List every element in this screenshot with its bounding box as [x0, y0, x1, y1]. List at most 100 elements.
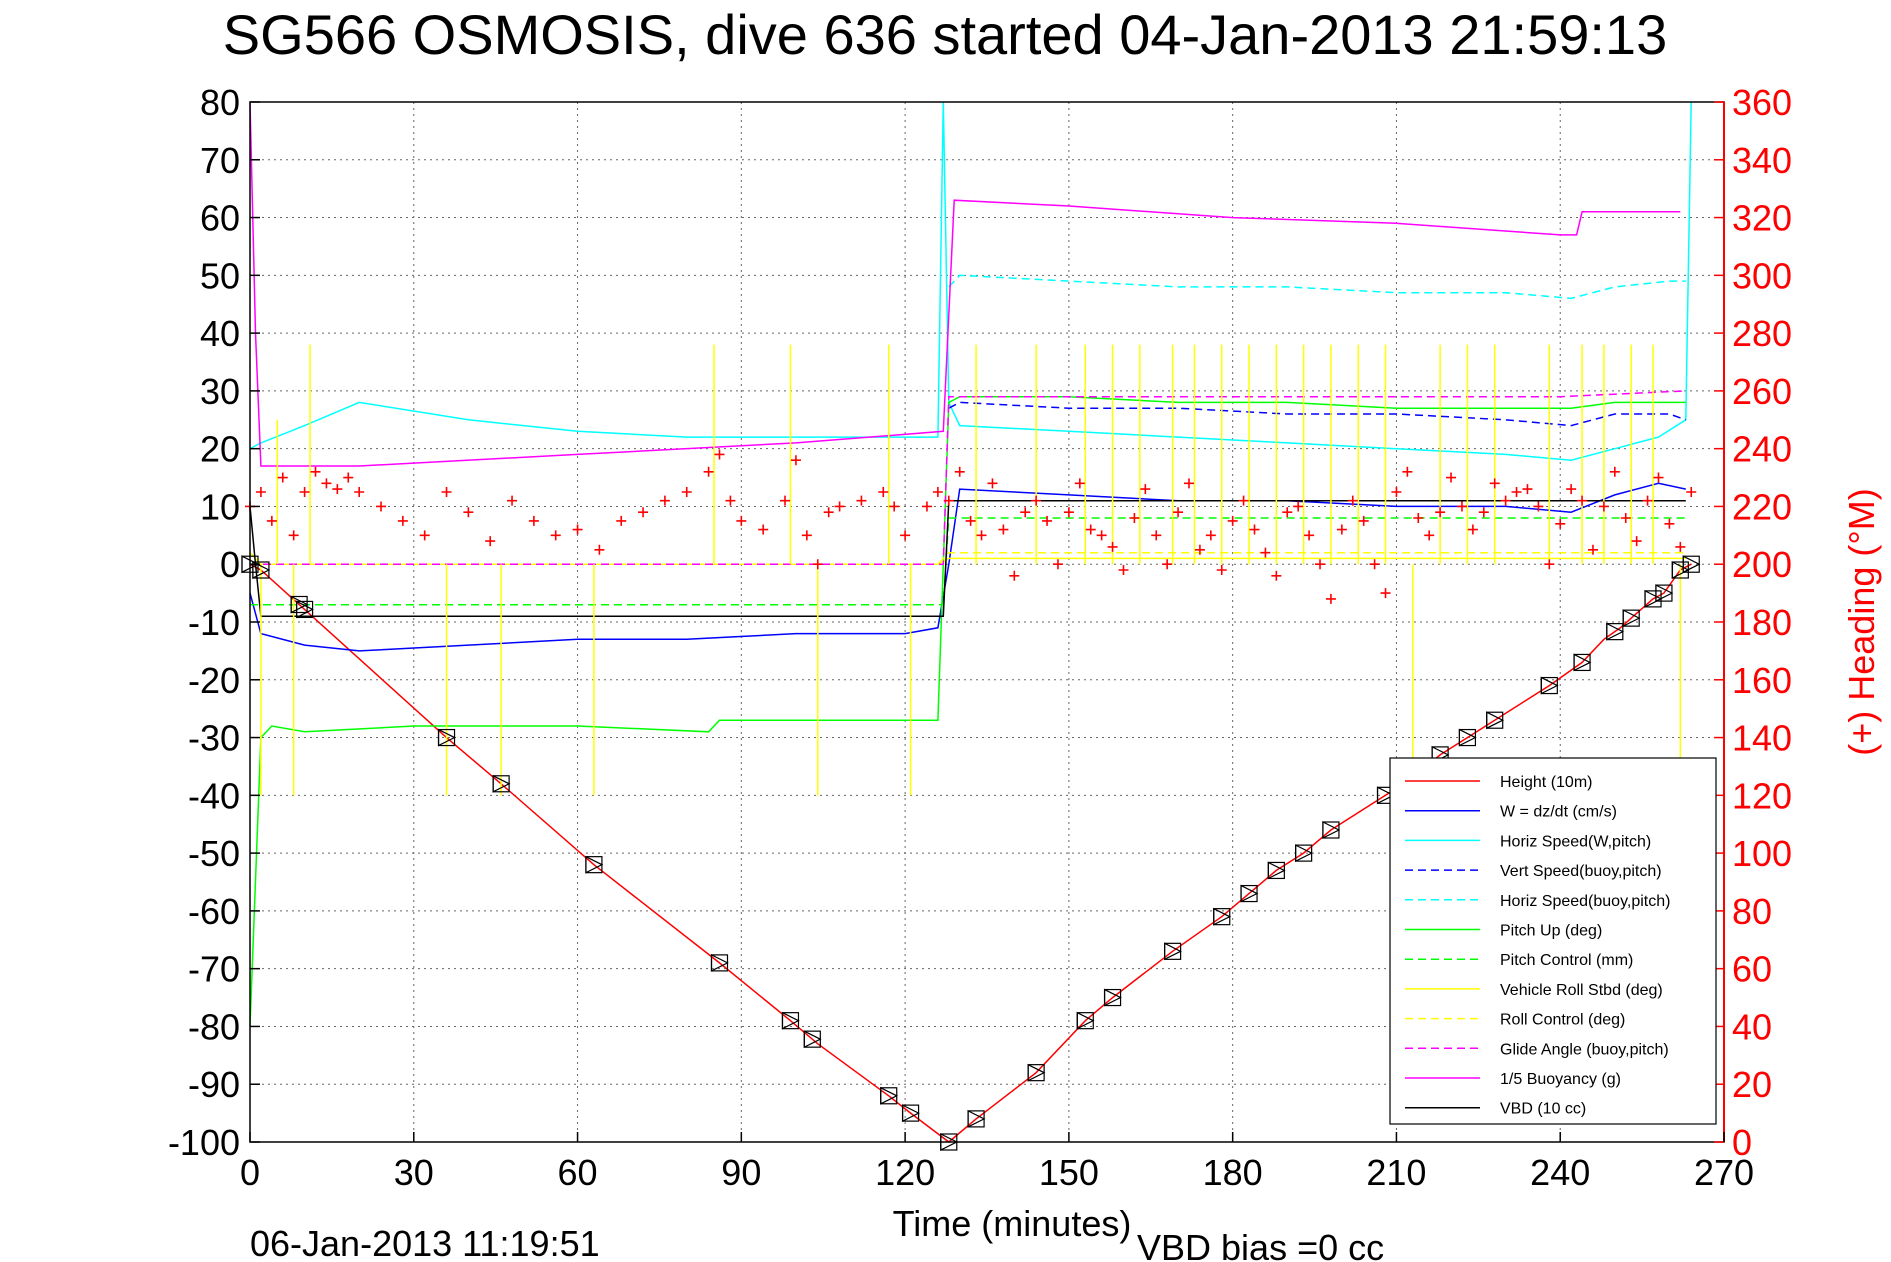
vbd-triangle-marker	[1622, 609, 1641, 628]
heading-marker	[1566, 484, 1577, 495]
heading-marker	[1369, 559, 1380, 570]
vbd-triangle-marker	[1027, 1063, 1046, 1082]
heading-marker	[419, 530, 430, 541]
x-tick-label: 150	[1039, 1152, 1099, 1193]
heading-marker	[1031, 495, 1042, 506]
series-layer	[249, 101, 1692, 1143]
heading-marker	[1347, 495, 1358, 506]
vbd-triangle-marker	[1322, 821, 1341, 839]
heading-marker	[1489, 478, 1500, 489]
left-tick-label: -70	[188, 949, 240, 990]
footer-vbd-bias: VBD bias =0 cc	[1137, 1227, 1384, 1262]
right-axis-ticks: 0 20 40 60 80 100 120 140 160 180 200 220 240 260 280 3…	[1714, 82, 1792, 1163]
vbd-triangle-marker	[710, 953, 729, 972]
heading-marker	[1631, 536, 1642, 547]
heading-marker	[1435, 507, 1446, 518]
heading-marker	[266, 515, 277, 526]
heading-marker	[299, 487, 310, 497]
series-line	[249, 101, 1692, 461]
vbd-triangle-marker	[1213, 907, 1232, 926]
x-tick-label: 180	[1203, 1152, 1263, 1193]
heading-marker	[638, 507, 649, 518]
heading-marker	[790, 455, 801, 466]
heading-marker	[1238, 495, 1249, 506]
right-axis-label: (+) Heading (°M)	[1841, 488, 1882, 755]
heading-marker	[801, 530, 812, 541]
vbd-triangle-marker	[1164, 942, 1182, 961]
left-tick-label: -40	[188, 775, 240, 816]
left-tick-label: 80	[200, 82, 240, 123]
heading-marker	[714, 449, 725, 460]
heading-marker	[1642, 495, 1653, 506]
footer-timestamp: 06-Jan-2013 11:19:51	[250, 1223, 600, 1262]
heading-marker	[900, 530, 911, 541]
vbd-triangle-marker	[1240, 884, 1259, 903]
heading-marker	[1391, 487, 1402, 497]
heading-marker	[616, 515, 627, 526]
vbd-triangle-marker	[1671, 561, 1690, 579]
heading-marker	[1173, 507, 1184, 518]
vbd-triangle-marker	[437, 728, 456, 747]
heading-marker	[780, 495, 791, 506]
heading-marker	[1511, 487, 1522, 497]
right-tick-label: 20	[1732, 1064, 1772, 1105]
heading-marker	[1205, 530, 1216, 541]
heading-marker	[965, 515, 976, 526]
right-tick-label: 220	[1732, 486, 1792, 527]
heading-marker	[1609, 466, 1620, 477]
legend-entry: VBD (10 cc)	[1500, 1101, 1586, 1118]
heading-marker	[1227, 515, 1238, 526]
heading-marker	[1020, 507, 1031, 518]
heading-marker	[998, 524, 1009, 535]
heading-marker	[1467, 524, 1478, 535]
left-tick-label: 60	[200, 198, 240, 239]
heading-marker	[1664, 518, 1675, 529]
heading-marker	[1587, 544, 1598, 555]
left-tick-label: -20	[188, 660, 240, 701]
left-tick-label: 50	[200, 255, 240, 296]
heading-marker	[1456, 501, 1467, 512]
heading-marker	[572, 524, 583, 535]
left-tick-label: -50	[188, 833, 240, 874]
right-tick-label: 260	[1732, 371, 1792, 412]
right-tick-label: 200	[1732, 544, 1792, 585]
legend-entry: Vert Speed(buoy,pitch)	[1500, 863, 1662, 880]
heading-marker	[921, 501, 932, 512]
heading-marker	[758, 524, 769, 535]
heading-marker	[725, 495, 736, 506]
vbd-triangle-marker	[1644, 589, 1663, 608]
vbd-triangle-marker	[1486, 711, 1505, 730]
heading-marker	[1260, 547, 1271, 558]
legend-entry: Horiz Speed(W,pitch)	[1500, 833, 1651, 850]
vbd-triangle-marker	[803, 1030, 822, 1049]
heading-marker	[1162, 559, 1173, 570]
heading-marker	[1544, 559, 1555, 570]
heading-marker	[1598, 501, 1609, 512]
heading-marker	[1358, 515, 1369, 526]
x-tick-label: 240	[1530, 1152, 1590, 1193]
heading-marker	[878, 487, 889, 497]
legend-entry: 1/5 Buoyancy (g)	[1500, 1071, 1621, 1088]
vbd-triangle-marker	[967, 1109, 986, 1128]
x-tick-label: 30	[394, 1152, 434, 1193]
heading-marker	[1315, 559, 1326, 570]
left-tick-label: 10	[200, 486, 240, 527]
heading-marker	[736, 515, 747, 526]
heading-marker	[528, 515, 539, 526]
series-line	[250, 517, 1686, 606]
series-line	[249, 395, 1686, 1027]
x-tick-label: 60	[558, 1152, 598, 1193]
heading-marker	[1183, 478, 1194, 489]
left-tick-label: -90	[188, 1064, 240, 1105]
heading-marker	[1522, 484, 1533, 495]
legend-entry: Pitch Control (mm)	[1500, 952, 1633, 969]
vbd-triangle-marker	[1103, 988, 1122, 1007]
vbd-triangle-marker	[1376, 786, 1395, 805]
heading-marker	[1653, 472, 1664, 483]
vbd-triangle-marker	[1682, 555, 1701, 574]
heading-marker	[681, 487, 692, 497]
heading-marker	[255, 487, 266, 497]
right-tick-label: 0	[1732, 1122, 1752, 1163]
heading-marker	[1380, 588, 1391, 599]
heading-marker	[1085, 524, 1096, 535]
